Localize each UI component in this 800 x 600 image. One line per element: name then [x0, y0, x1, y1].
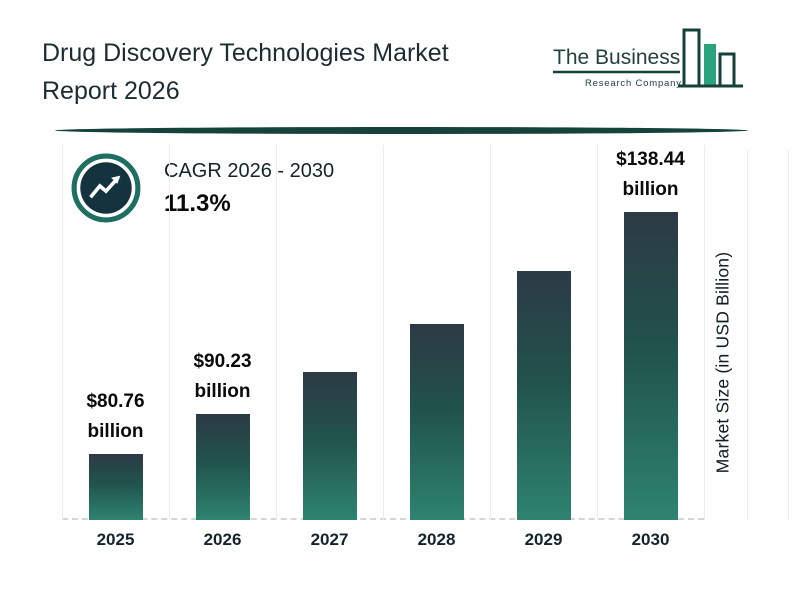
bar-2029: [516, 271, 571, 520]
plot: $80.76 billion $90.23 billion $138.44 billion: [62, 145, 705, 520]
gridline: [169, 145, 170, 520]
page-title: Drug Discovery Technologies Market Repor…: [42, 34, 562, 110]
x-tick-2029: 2029: [524, 530, 563, 549]
x-axis: 2025 2026 2027 2028 2029 2030: [62, 530, 704, 550]
cagr-callout: CAGR 2026 - 2030 11.3%: [70, 152, 334, 224]
bar-column-2029: [490, 145, 597, 520]
cagr-value: 11.3%: [164, 190, 231, 217]
page-title-line-1: Drug Discovery Technologies Market: [42, 39, 449, 67]
gridline: [704, 145, 705, 520]
gridline: [276, 145, 277, 520]
bar-column-2028: [383, 145, 490, 520]
bar-chart-logo-icon: The Business Research Company: [553, 28, 743, 89]
gridline: [788, 150, 789, 520]
cagr-label: CAGR 2026 - 2030: [164, 160, 335, 182]
bar-2026: [195, 414, 250, 520]
y-axis-label: Market Size (in USD Billion): [712, 251, 733, 474]
gridline: [747, 150, 748, 520]
bar-column-2025: $80.76 billion: [62, 145, 169, 520]
bar-column-2026: $90.23 billion: [169, 145, 276, 520]
logo-subtitle-text: Research Company: [585, 78, 682, 89]
bar-2027: [302, 372, 357, 520]
page-title-line-2: Report 2026: [42, 77, 180, 105]
header-divider: [55, 127, 748, 134]
value-label-2026: $90.23 billion: [193, 351, 252, 402]
x-tick-2026: 2026: [203, 530, 242, 549]
bar-column-2030: $138.44 billion: [597, 145, 704, 520]
x-tick-2028: 2028: [417, 530, 456, 549]
gridline: [490, 145, 491, 520]
bar-columns: $80.76 billion $90.23 billion $138.44 billion: [62, 145, 704, 520]
gridline: [62, 145, 63, 520]
cagr-text-block: CAGR 2026 - 2030 11.3%: [164, 152, 334, 218]
value-label-2030: $138.44 billion: [616, 149, 685, 200]
x-tick-2030: 2030: [631, 530, 670, 549]
trend-up-icon: [71, 153, 141, 223]
value-label-2025: $80.76 billion: [86, 391, 145, 442]
bar-2028: [409, 324, 464, 520]
gridline: [597, 145, 598, 520]
bar-column-2027: [276, 145, 383, 520]
bar-2025: [88, 454, 143, 520]
bar-2030: [623, 212, 678, 520]
logo-name-text: The Business: [553, 46, 680, 69]
gridline: [383, 145, 384, 520]
company-logo: The Business Research Company: [549, 26, 754, 121]
x-tick-2027: 2027: [310, 530, 349, 549]
x-tick-2025: 2025: [96, 530, 135, 549]
